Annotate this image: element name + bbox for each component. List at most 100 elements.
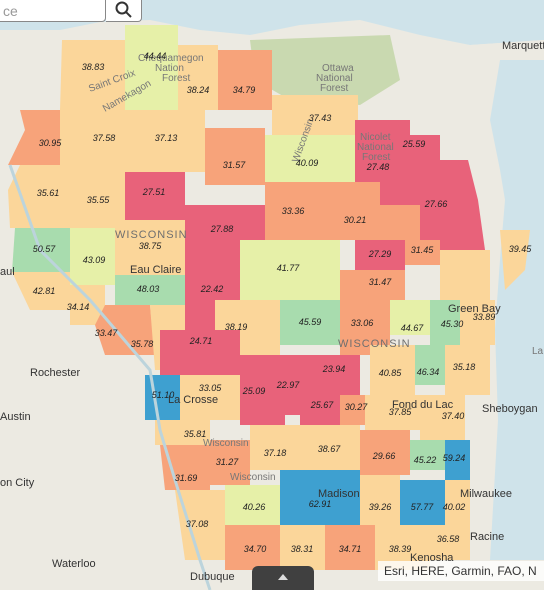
search-button[interactable] xyxy=(106,0,142,22)
county-25-09[interactable] xyxy=(240,355,285,425)
county-37-43[interactable] xyxy=(272,95,358,135)
county-27-29[interactable] xyxy=(355,240,405,270)
county-27-88[interactable] xyxy=(185,205,265,245)
county-33-06[interactable] xyxy=(340,300,390,345)
county-31-45[interactable] xyxy=(405,240,440,265)
county-45-59[interactable] xyxy=(280,300,340,345)
county-42-81[interactable] xyxy=(12,272,70,310)
county-62-91[interactable] xyxy=(280,470,360,525)
county-44-44[interactable] xyxy=(125,25,178,75)
county-35-18[interactable] xyxy=(445,345,490,395)
panel-toggle-button[interactable] xyxy=(252,566,314,590)
county-38-31[interactable] xyxy=(280,525,325,570)
label-ottawa-3: Forest xyxy=(320,83,349,94)
county-33-05[interactable] xyxy=(180,375,240,420)
county-34-14[interactable] xyxy=(70,285,105,325)
county-30-21[interactable] xyxy=(330,182,380,240)
county-33-89[interactable] xyxy=(460,300,495,345)
county-35-81[interactable] xyxy=(155,420,210,445)
county-44-67[interactable] xyxy=(390,300,430,335)
county-31-69[interactable] xyxy=(160,445,210,490)
county-38-39[interactable] xyxy=(375,525,430,570)
county-door-s[interactable] xyxy=(440,250,490,300)
county-value-label: 38.83 xyxy=(82,62,105,72)
county-29-66[interactable] xyxy=(360,430,410,475)
label-nicolet-1: Nicolet xyxy=(360,132,391,143)
county-value-label: 37.58 xyxy=(93,133,116,143)
county-36-58[interactable] xyxy=(430,525,470,560)
county-25-67[interactable] xyxy=(300,395,340,425)
county-small[interactable] xyxy=(340,345,370,355)
county-value-label: 42.81 xyxy=(33,286,56,296)
label-dubuque: Dubuque xyxy=(190,571,235,583)
county-38-83[interactable] xyxy=(60,40,125,110)
county-39-45[interactable] xyxy=(500,230,530,290)
county-41-77[interactable] xyxy=(240,240,340,300)
county-37-40[interactable] xyxy=(420,395,465,440)
county-value-label: 25.59 xyxy=(402,139,426,149)
county-chequamegon[interactable] xyxy=(125,75,178,110)
county-40-26[interactable] xyxy=(225,485,280,525)
county-value-label: 38.24 xyxy=(187,85,210,95)
county-38-24[interactable] xyxy=(178,45,218,110)
county-value-label: 46.34 xyxy=(417,367,440,377)
county-38-75[interactable] xyxy=(115,220,185,275)
label-fond-du-lac: Fond du Lac xyxy=(392,399,454,411)
county-46-34[interactable] xyxy=(415,345,445,385)
label-lake: La xyxy=(532,346,544,357)
county-37-58[interactable] xyxy=(60,110,125,165)
county-31-27[interactable] xyxy=(210,440,250,485)
county-35-61[interactable] xyxy=(8,165,60,228)
search-input[interactable]: ce xyxy=(0,0,106,22)
county-value-label: 35.81 xyxy=(184,429,207,439)
county-27-48[interactable] xyxy=(355,120,410,165)
county-25-59[interactable] xyxy=(410,135,440,160)
county-30-95[interactable] xyxy=(8,110,60,165)
county-value-label: 38.19 xyxy=(225,322,248,332)
county-34-79[interactable] xyxy=(218,50,272,110)
label-nicolet-2: National xyxy=(357,142,394,153)
county-value-label: 34.70 xyxy=(244,544,267,554)
county-45-22[interactable] xyxy=(410,440,445,470)
county-value-label: 48.03 xyxy=(137,284,160,294)
county-value-labels: 38.83 44.44 38.24 34.79 37.43 30.95 37.58 37.13… xyxy=(33,51,533,554)
county-48-03[interactable] xyxy=(115,275,185,305)
county-45-30[interactable] xyxy=(430,300,460,345)
county-33-36[interactable] xyxy=(265,182,330,240)
county-37-85[interactable] xyxy=(365,395,420,430)
county-value-label: 40.09 xyxy=(296,158,319,168)
county-33-47[interactable] xyxy=(95,305,155,355)
county-31-47[interactable] xyxy=(340,270,405,300)
label-austin: Austin xyxy=(0,411,31,423)
county-40-09[interactable] xyxy=(265,135,355,182)
county-34-71[interactable] xyxy=(325,525,375,570)
county-value-label: 34.14 xyxy=(67,302,90,312)
county-27-66[interactable] xyxy=(410,160,485,255)
county-value-label: 31.69 xyxy=(175,473,198,483)
county-43-09[interactable] xyxy=(70,228,115,285)
county-value-label: 30.21 xyxy=(344,215,367,225)
county-value-label: 45.22 xyxy=(414,455,437,465)
label-green-bay: Green Bay xyxy=(448,303,501,315)
county-39-26[interactable] xyxy=(360,475,400,525)
county-38-67[interactable] xyxy=(300,425,360,470)
county-57-77[interactable] xyxy=(400,480,445,525)
county-40-85[interactable] xyxy=(370,345,415,395)
county-37-08[interactable] xyxy=(175,490,225,560)
county-37-18[interactable] xyxy=(250,425,300,470)
county-30-27[interactable] xyxy=(340,395,365,425)
county-value-label: 35.18 xyxy=(453,362,476,372)
county-31-57[interactable] xyxy=(205,128,265,185)
county-value-label: 41.77 xyxy=(277,263,301,273)
county-23-94[interactable] xyxy=(315,355,360,395)
county-35-55[interactable] xyxy=(60,165,125,228)
county-37-13[interactable] xyxy=(125,110,205,172)
county-34-70[interactable] xyxy=(225,525,280,570)
chevron-up-icon xyxy=(278,574,288,580)
county-24-71[interactable] xyxy=(160,330,240,375)
county-shawano[interactable] xyxy=(380,205,420,240)
county-59-24[interactable] xyxy=(445,440,470,480)
county-40-02[interactable] xyxy=(445,480,470,525)
county-27-51[interactable] xyxy=(125,172,185,220)
